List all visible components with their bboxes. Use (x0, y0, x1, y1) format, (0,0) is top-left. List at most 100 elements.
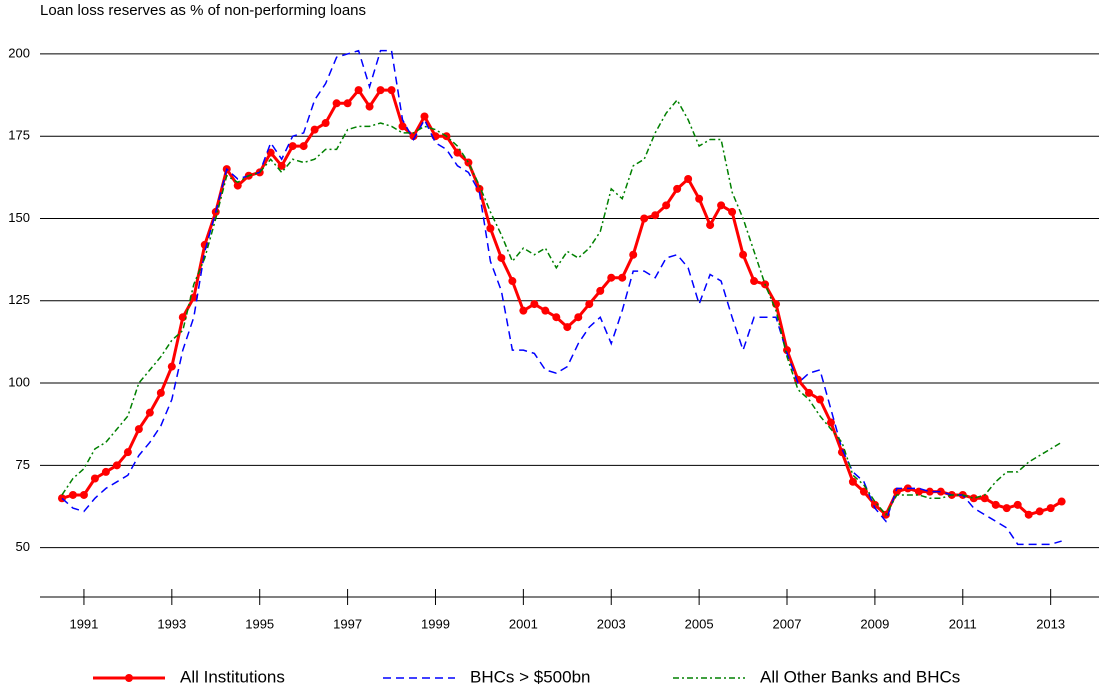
data-point (90, 474, 99, 483)
x-tick-label: 1991 (69, 616, 98, 631)
data-point (68, 490, 77, 499)
data-point (728, 207, 737, 216)
y-tick-label: 150 (8, 210, 30, 225)
y-tick-label: 175 (8, 128, 30, 143)
legend-marker (125, 674, 133, 682)
data-point (453, 148, 462, 157)
data-point (651, 211, 660, 220)
x-tick-label: 2005 (685, 616, 714, 631)
data-point (299, 142, 308, 151)
data-point (596, 286, 605, 295)
y-tick-label: 100 (8, 374, 30, 389)
data-point (563, 323, 572, 332)
data-point (585, 300, 594, 309)
data-point (1046, 504, 1055, 513)
series-line (61, 87, 1063, 518)
data-point (1035, 507, 1044, 516)
data-point (530, 300, 539, 309)
data-point (739, 250, 748, 259)
y-tick-label: 200 (8, 45, 30, 60)
data-point (552, 313, 561, 322)
data-point (980, 494, 989, 503)
data-point (826, 418, 835, 427)
legend-label: All Institutions (180, 667, 285, 686)
data-point (508, 277, 517, 286)
data-point (640, 214, 649, 223)
data-point (936, 487, 945, 496)
x-tick-label: 1995 (245, 616, 274, 631)
y-tick-label: 50 (16, 539, 30, 554)
data-point (486, 224, 495, 233)
x-tick-label: 2001 (509, 616, 538, 631)
data-point (1013, 500, 1022, 509)
data-point (969, 494, 978, 503)
data-point (365, 102, 374, 111)
data-point (387, 86, 396, 95)
data-point (541, 306, 550, 315)
legend-label: BHCs > $500bn (470, 667, 591, 686)
data-point (673, 184, 682, 193)
data-point (574, 313, 583, 322)
data-point (519, 306, 528, 315)
data-point (233, 181, 242, 190)
data-point (750, 277, 759, 286)
data-point (859, 487, 868, 496)
data-point (695, 194, 704, 203)
data-point (266, 148, 275, 157)
data-point (145, 408, 154, 417)
data-point (804, 388, 813, 397)
data-point (288, 142, 297, 151)
data-point (420, 112, 429, 121)
data-point (629, 250, 638, 259)
x-tick-label: 2003 (597, 616, 626, 631)
data-point (684, 174, 693, 183)
data-point (1002, 504, 1011, 513)
x-tick-label: 1997 (333, 616, 362, 631)
y-tick-label: 75 (16, 457, 30, 472)
data-point (892, 487, 901, 496)
data-point (156, 388, 165, 397)
data-point (277, 161, 286, 170)
series-line (61, 98, 1063, 517)
x-tick-label: 2009 (860, 616, 889, 631)
data-point (925, 487, 934, 496)
data-point (464, 158, 473, 167)
data-point (310, 125, 319, 134)
data-point (376, 86, 385, 95)
data-point (321, 119, 330, 128)
data-point (343, 99, 352, 108)
data-point (167, 362, 176, 371)
data-point (79, 490, 88, 499)
data-point (662, 201, 671, 210)
data-point (398, 122, 407, 131)
data-point (123, 448, 132, 457)
data-point (332, 99, 341, 108)
data-point (717, 201, 726, 210)
data-point (1057, 497, 1066, 506)
x-tick-label: 2007 (773, 616, 802, 631)
data-point (354, 86, 363, 95)
y-tick-label: 125 (8, 292, 30, 307)
x-tick-label: 1993 (157, 616, 186, 631)
data-point (848, 477, 857, 486)
legend-label: All Other Banks and BHCs (760, 667, 960, 686)
data-point (783, 346, 792, 355)
data-point (618, 273, 627, 282)
data-point (112, 461, 121, 470)
x-tick-label: 2011 (949, 616, 977, 631)
data-point (1024, 510, 1033, 519)
data-point (870, 500, 879, 509)
data-point (409, 132, 418, 141)
chart-title: Loan loss reserves as % of non-performin… (40, 2, 366, 19)
data-point (815, 395, 824, 404)
data-point (497, 253, 506, 262)
data-point (607, 273, 616, 282)
x-tick-label: 1999 (421, 616, 450, 631)
series-line (61, 49, 1062, 546)
x-tick-label: 2013 (1036, 616, 1065, 631)
data-point (134, 425, 143, 434)
data-point (178, 313, 187, 322)
data-point (991, 500, 1000, 509)
data-point (101, 467, 110, 476)
